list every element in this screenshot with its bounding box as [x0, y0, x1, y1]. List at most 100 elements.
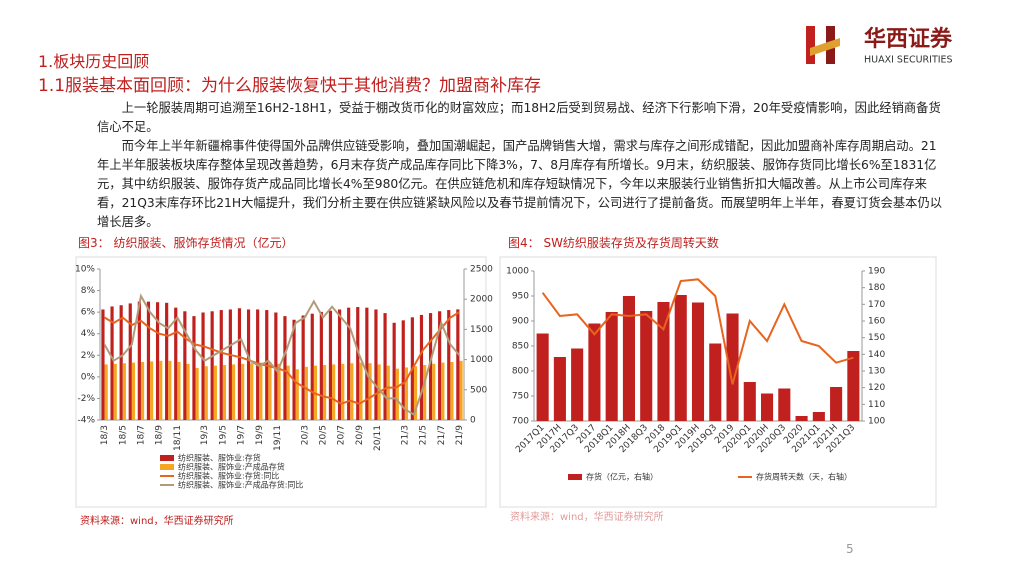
bar	[192, 316, 196, 420]
logo-cn: 华西证券	[864, 26, 953, 52]
bar	[441, 362, 445, 420]
bar	[450, 362, 454, 420]
bar	[219, 310, 223, 420]
legend-label: 纺织服装、服饰业:存货:同比	[178, 471, 279, 481]
x-tick-label: 19/9	[255, 425, 265, 445]
y2-tick-label: 130	[868, 367, 885, 377]
y-tick-label: 800	[512, 367, 529, 377]
bar	[213, 365, 217, 420]
logo-mark	[810, 38, 840, 56]
x-tick-label: 18/11	[173, 425, 183, 451]
bar	[674, 295, 687, 421]
x-tick-label: 20/11	[373, 425, 383, 451]
x-tick-label: 20/3	[300, 425, 310, 445]
legend-swatch	[160, 455, 174, 461]
legend-label: 纺织服装、服饰业:存货	[178, 453, 261, 463]
bar	[795, 416, 808, 421]
source: 资料来源：wind，华西证券研究所	[80, 516, 234, 527]
bar	[259, 362, 263, 420]
x-tick-label: 21/7	[437, 425, 447, 445]
x-tick-label: 18/5	[118, 425, 128, 445]
bar	[359, 362, 363, 420]
subsection-title: 1.1服装基本面回顾：为什么服装恢复快于其他消费？加盟商补库存	[38, 76, 542, 96]
bar	[113, 363, 117, 420]
y-tick-label: 8%	[81, 286, 96, 296]
bar	[374, 309, 378, 420]
bar	[350, 363, 354, 420]
bar	[778, 388, 791, 421]
bar	[622, 296, 635, 421]
bar	[640, 311, 653, 421]
bar	[847, 351, 860, 421]
logo-mark	[806, 26, 815, 64]
bar	[246, 309, 251, 420]
bar	[168, 360, 172, 420]
chart-frame	[499, 256, 937, 508]
bar	[423, 365, 427, 420]
bar	[165, 302, 169, 420]
bar	[177, 362, 181, 420]
bar	[186, 363, 190, 420]
bar	[241, 363, 245, 420]
bar	[277, 363, 281, 420]
line	[104, 311, 460, 405]
y2-tick-label: 0	[470, 416, 476, 426]
bar	[392, 322, 396, 420]
bar	[691, 302, 705, 421]
paragraph: 上一轮服装周期可追溯至16H2-18H1，受益于棚改货币化的财富效应；而18H2…	[97, 101, 941, 134]
logo-en: HUAXI SECURITIES	[864, 55, 953, 66]
x-tick-label: 21/3	[400, 425, 410, 445]
bar	[571, 348, 584, 421]
bar	[319, 311, 323, 420]
bar	[304, 366, 308, 420]
x-tick-label: 19/11	[273, 425, 283, 451]
bar	[210, 311, 214, 420]
figure-caption: 图3： 纺织服装、服饰存货情况（亿元）	[78, 236, 294, 250]
legend-label: 存货周转天数（天，右轴）	[756, 472, 852, 482]
x-tick-label: 19/5	[218, 425, 228, 445]
bar	[295, 369, 299, 420]
bar	[104, 364, 108, 420]
bar	[605, 312, 618, 421]
bar	[419, 314, 424, 420]
bar	[347, 307, 351, 420]
bar	[159, 360, 163, 420]
bar	[268, 362, 272, 420]
y-tick-label: 900	[512, 317, 529, 327]
x-tick-label: 20/7	[337, 425, 347, 445]
bar	[150, 361, 154, 420]
section-title: 1.板块历史回顾	[38, 52, 150, 71]
bar	[395, 368, 399, 420]
bar	[337, 309, 342, 420]
bar	[365, 307, 369, 420]
bar	[146, 301, 151, 420]
y-tick-label: 750	[512, 392, 529, 402]
bar	[553, 357, 566, 421]
bar	[386, 365, 390, 420]
y2-tick-label: 110	[868, 400, 885, 410]
bar	[413, 366, 418, 420]
source: 资料来源：wind，华西证券研究所	[510, 512, 664, 523]
legend-swatch	[568, 474, 582, 480]
bar	[743, 382, 756, 421]
y2-tick-label: 1500	[470, 325, 493, 335]
bar	[195, 368, 199, 420]
bar	[328, 310, 333, 420]
bar	[131, 362, 136, 420]
bar	[588, 323, 601, 421]
bar	[368, 363, 372, 420]
y2-tick-label: 2500	[470, 265, 493, 275]
x-tick-label: 19/3	[200, 425, 210, 445]
y2-tick-label: 2000	[470, 295, 493, 305]
bar	[222, 365, 227, 420]
y-tick-label: 10%	[75, 265, 95, 275]
bar	[310, 313, 314, 420]
y2-tick-label: 500	[470, 385, 487, 395]
y2-tick-label: 1000	[470, 355, 493, 365]
legend-swatch	[160, 464, 174, 470]
bar	[237, 308, 242, 420]
bar	[404, 367, 409, 420]
y2-tick-label: 160	[868, 317, 885, 327]
